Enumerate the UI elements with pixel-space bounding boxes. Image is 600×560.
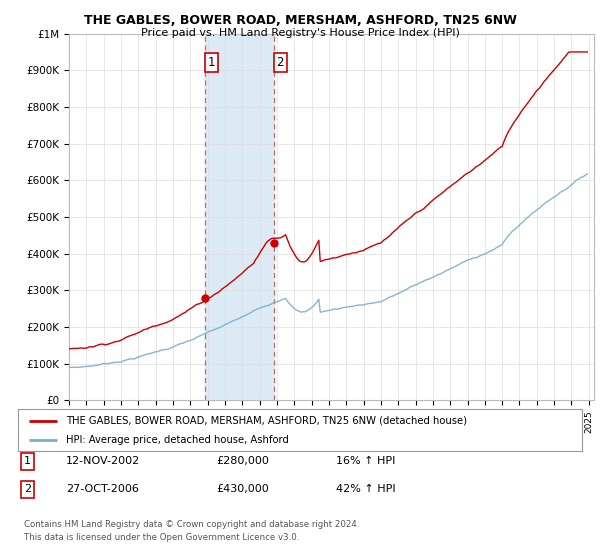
- Text: HPI: Average price, detached house, Ashford: HPI: Average price, detached house, Ashf…: [66, 435, 289, 445]
- Text: £430,000: £430,000: [216, 484, 269, 494]
- Text: Contains HM Land Registry data © Crown copyright and database right 2024.: Contains HM Land Registry data © Crown c…: [24, 520, 359, 529]
- Text: 42% ↑ HPI: 42% ↑ HPI: [336, 484, 395, 494]
- Text: THE GABLES, BOWER ROAD, MERSHAM, ASHFORD, TN25 6NW: THE GABLES, BOWER ROAD, MERSHAM, ASHFORD…: [83, 14, 517, 27]
- Text: £280,000: £280,000: [216, 456, 269, 466]
- Text: Price paid vs. HM Land Registry's House Price Index (HPI): Price paid vs. HM Land Registry's House …: [140, 28, 460, 38]
- Bar: [205, 34, 274, 400]
- Text: 2: 2: [24, 484, 31, 494]
- Text: 1: 1: [24, 456, 31, 466]
- Text: 2: 2: [277, 57, 284, 69]
- Text: 1: 1: [208, 57, 215, 69]
- Text: 27-OCT-2006: 27-OCT-2006: [66, 484, 139, 494]
- Text: This data is licensed under the Open Government Licence v3.0.: This data is licensed under the Open Gov…: [24, 533, 299, 542]
- Text: 12-NOV-2002: 12-NOV-2002: [66, 456, 140, 466]
- Text: THE GABLES, BOWER ROAD, MERSHAM, ASHFORD, TN25 6NW (detached house): THE GABLES, BOWER ROAD, MERSHAM, ASHFORD…: [66, 416, 467, 426]
- Text: 16% ↑ HPI: 16% ↑ HPI: [336, 456, 395, 466]
